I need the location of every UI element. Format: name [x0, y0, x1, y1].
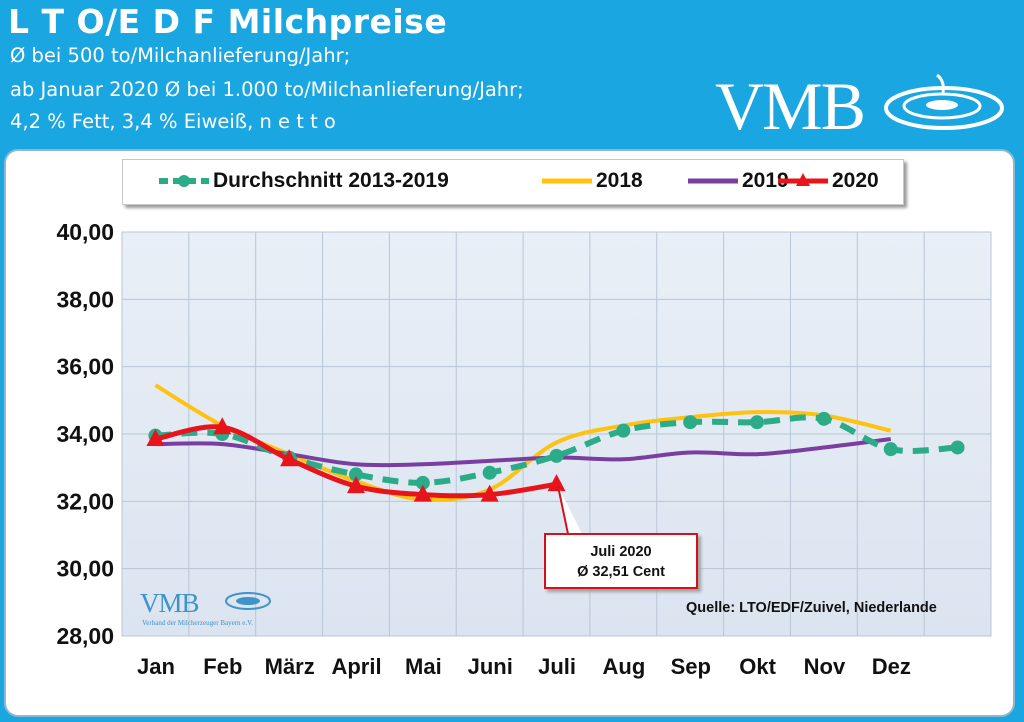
- callout-line-1: Juli 2020: [590, 544, 652, 560]
- x-tick-label: April: [331, 654, 381, 679]
- data-point: [480, 484, 499, 502]
- watermark-symbol-icon: [225, 592, 271, 610]
- chart-legend: Durchschnitt 2013-2019 2018 2019 2020: [122, 159, 904, 205]
- subtitle-line-1: Ø bei 500 to/Milchanlieferung/Jahr;: [10, 44, 351, 67]
- data-point: [549, 448, 564, 463]
- data-point: [346, 476, 365, 494]
- legend-label: Durchschnitt 2013-2019: [213, 169, 449, 192]
- x-tick-label: Feb: [203, 654, 242, 679]
- series-3: [146, 417, 566, 502]
- y-tick-label: 32,00: [56, 488, 114, 514]
- data-point: [413, 484, 432, 502]
- data-point: [146, 429, 165, 447]
- data-point: [616, 423, 631, 438]
- x-tick-label: März: [265, 654, 315, 679]
- legend-label: 2020: [832, 169, 879, 192]
- data-point: [750, 415, 765, 430]
- data-point: [415, 475, 430, 490]
- data-point: [547, 474, 566, 492]
- legend-swatch-durchschnitt: [159, 175, 209, 187]
- series-group: [146, 383, 965, 503]
- y-tick-label: 38,00: [56, 286, 114, 312]
- vmb-logo: VMB: [715, 68, 866, 144]
- legend-swatch-2018: [542, 178, 592, 184]
- subtitle-line-3: 4,2 % Fett, 3,4 % Eiweiß, n e t t o: [10, 110, 336, 133]
- data-point: [816, 411, 831, 426]
- x-tick-label: Juli: [538, 654, 576, 679]
- y-tick-label: 34,00: [56, 421, 114, 447]
- legend-swatch-2020: [778, 173, 828, 186]
- data-point: [482, 465, 497, 480]
- data-point: [348, 467, 363, 482]
- x-tick-label: Mai: [405, 654, 442, 679]
- x-tick-label: Dez: [872, 654, 911, 679]
- x-tick-label: Sep: [671, 654, 711, 679]
- y-tick-label: 36,00: [56, 354, 114, 380]
- x-tick-label: Juni: [468, 654, 513, 679]
- legend-swatch-2019: [688, 178, 738, 184]
- x-tick-label: Aug: [603, 654, 646, 679]
- data-point: [683, 415, 698, 430]
- y-tick-label: 30,00: [56, 556, 114, 582]
- y-tick-label: 28,00: [56, 623, 114, 649]
- watermark-subtitle: Verband der Milcherzeuger Bayern e.V.: [142, 619, 254, 627]
- watermark-logo-text: VMB: [140, 588, 200, 618]
- data-point: [883, 442, 898, 457]
- x-tick-label: Okt: [739, 654, 776, 679]
- callout-line-2: Ø 32,51 Cent: [577, 564, 665, 580]
- x-tick-label: Nov: [804, 654, 846, 679]
- data-point: [213, 417, 232, 435]
- grid-lines: [121, 231, 992, 637]
- header-banner: L T O/E D F Milchpreise Ø bei 500 to/Mil…: [0, 0, 1024, 146]
- data-point: [950, 440, 965, 455]
- vmb-logo-symbol-icon: [884, 73, 1004, 130]
- subtitle-line-2: ab Januar 2020 Ø bei 1.000 to/Milchanlie…: [10, 78, 524, 101]
- legend-label: 2019: [742, 169, 789, 192]
- legend-label: 2018: [596, 169, 643, 192]
- source-note: Quelle: LTO/EDF/Zuivel, Niederlande: [686, 600, 937, 616]
- x-tick-label: Jan: [137, 654, 175, 679]
- y-axis-ticks: 28,00 30,00 32,00 34,00 36,00 38,00 40,00: [56, 219, 114, 649]
- data-point: [280, 449, 299, 467]
- x-axis-ticks: Jan Feb März April Mai Juni Juli Aug Sep Okt Nov De…: [137, 654, 911, 679]
- page-title: L T O/E D F Milchpreise: [8, 2, 448, 41]
- callout-box: Juli 2020 Ø 32,51 Cent: [544, 533, 698, 589]
- y-tick-label: 40,00: [56, 219, 114, 245]
